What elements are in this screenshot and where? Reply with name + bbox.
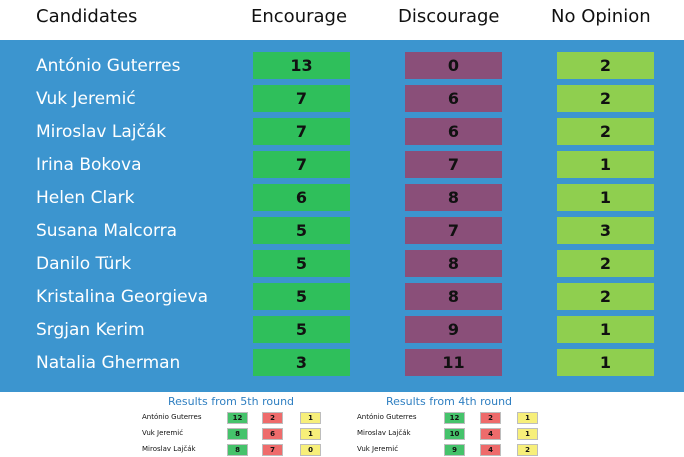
previous-rounds: Results from 5th round Results from 4th … <box>0 392 684 456</box>
discourage-count: 7 <box>405 217 502 244</box>
candidate-name: António Guterres <box>142 413 202 421</box>
no-opinion-count: 2 <box>557 52 654 79</box>
candidate-name: Natalia Gherman <box>36 353 181 373</box>
no-opinion-count: 2 <box>517 444 538 456</box>
encourage-count: 7 <box>253 118 350 145</box>
results-panel: António Guterres 13 0 2 Vuk Jeremić 7 6 … <box>0 40 684 392</box>
encourage-count: 10 <box>444 428 465 440</box>
encourage-count: 3 <box>253 349 350 376</box>
table-row: Irina Bokova 7 7 1 <box>0 151 684 179</box>
encourage-count: 8 <box>227 428 248 440</box>
encourage-count: 8 <box>227 444 248 456</box>
discourage-count: 6 <box>405 85 502 112</box>
discourage-count: 4 <box>480 428 501 440</box>
table-row: António Guterres 13 0 2 <box>0 52 684 80</box>
discourage-count: 8 <box>405 250 502 277</box>
no-opinion-count: 2 <box>557 250 654 277</box>
candidate-name: António Guterres <box>357 413 417 421</box>
encourage-count: 6 <box>253 184 350 211</box>
candidate-name: Helen Clark <box>36 188 135 208</box>
table-row: Danilo Türk 5 8 2 <box>0 250 684 278</box>
table-row: Susana Malcorra 5 7 3 <box>0 217 684 245</box>
no-opinion-count: 1 <box>557 184 654 211</box>
no-opinion-count: 1 <box>300 412 321 424</box>
candidate-name: Vuk Jeremić <box>36 89 136 109</box>
no-opinion-count: 1 <box>517 428 538 440</box>
candidate-name: Susana Malcorra <box>36 221 178 241</box>
no-opinion-count: 0 <box>300 444 321 456</box>
discourage-count: 7 <box>262 444 283 456</box>
no-opinion-count: 1 <box>557 151 654 178</box>
table-row: Kristalina Georgieva 5 8 2 <box>0 283 684 311</box>
discourage-count: 8 <box>405 184 502 211</box>
no-opinion-count: 1 <box>300 428 321 440</box>
candidate-name: Miroslav Lajčák <box>36 122 167 142</box>
candidate-name: Miroslav Lajčák <box>357 429 411 437</box>
no-opinion-count: 1 <box>557 316 654 343</box>
discourage-count: 9 <box>405 316 502 343</box>
discourage-count: 6 <box>405 118 502 145</box>
no-opinion-count: 2 <box>557 118 654 145</box>
no-opinion-count: 2 <box>557 283 654 310</box>
encourage-count: 13 <box>253 52 350 79</box>
table-row: Srgjan Kerim 5 9 1 <box>0 316 684 344</box>
table-row: Miroslav Lajčák 7 6 2 <box>0 118 684 146</box>
encourage-count: 5 <box>253 316 350 343</box>
candidate-name: Vuk Jeremić <box>357 445 399 453</box>
header-encourage: Encourage <box>251 6 348 27</box>
no-opinion-count: 1 <box>517 412 538 424</box>
discourage-count: 8 <box>405 283 502 310</box>
discourage-count: 0 <box>405 52 502 79</box>
candidate-name: António Guterres <box>36 56 181 76</box>
candidate-name: Vuk Jeremić <box>142 429 184 437</box>
header-candidates: Candidates <box>36 6 138 27</box>
discourage-count: 6 <box>262 428 283 440</box>
encourage-count: 5 <box>253 250 350 277</box>
table-row: Natalia Gherman 3 11 1 <box>0 349 684 377</box>
no-opinion-count: 1 <box>557 349 654 376</box>
round4-title: Results from 4th round <box>386 395 513 408</box>
candidate-name: Danilo Türk <box>36 254 132 274</box>
candidate-name: Miroslav Lajčák <box>142 445 196 453</box>
no-opinion-count: 2 <box>557 85 654 112</box>
round5-title: Results from 5th round <box>168 395 295 408</box>
table-header: Candidates Encourage Discourage No Opini… <box>0 0 684 40</box>
discourage-count: 11 <box>405 349 502 376</box>
discourage-count: 7 <box>405 151 502 178</box>
encourage-count: 12 <box>227 412 248 424</box>
candidate-name: Kristalina Georgieva <box>36 287 209 307</box>
discourage-count: 2 <box>262 412 283 424</box>
candidate-name: Irina Bokova <box>36 155 142 175</box>
table-row: Vuk Jeremić 7 6 2 <box>0 85 684 113</box>
encourage-count: 12 <box>444 412 465 424</box>
encourage-count: 7 <box>253 151 350 178</box>
encourage-count: 5 <box>253 283 350 310</box>
no-opinion-count: 3 <box>557 217 654 244</box>
header-discourage: Discourage <box>398 6 500 27</box>
encourage-count: 9 <box>444 444 465 456</box>
table-row: Helen Clark 6 8 1 <box>0 184 684 212</box>
header-no-opinion: No Opinion <box>551 6 651 27</box>
encourage-count: 7 <box>253 85 350 112</box>
discourage-count: 4 <box>480 444 501 456</box>
encourage-count: 5 <box>253 217 350 244</box>
candidate-name: Srgjan Kerim <box>36 320 145 340</box>
discourage-count: 2 <box>480 412 501 424</box>
